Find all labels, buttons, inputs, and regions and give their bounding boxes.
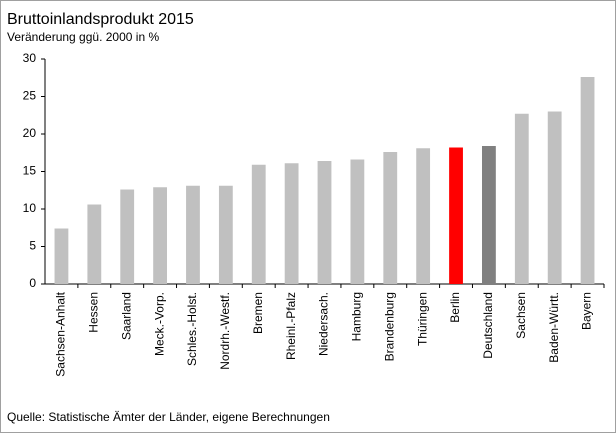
x-tick-label: Rheinl.-Pfalz (284, 292, 298, 360)
y-tick-label: 0 (29, 276, 36, 290)
bar (186, 185, 200, 284)
x-tick-label: Hamburg (350, 292, 364, 341)
y-tick-label: 20 (23, 126, 37, 140)
x-tick-label: Bremen (251, 292, 265, 334)
bar (284, 163, 299, 284)
chart-subtitle: Veränderung ggü. 2000 in % (7, 30, 159, 44)
x-tick-label: Bayern (580, 292, 594, 330)
bar (54, 228, 69, 284)
bar (383, 152, 398, 284)
x-tick-label: Meck.-Vorp. (152, 292, 166, 356)
x-tick-label: Sachsen-Anhalt (54, 291, 68, 376)
y-tick-label: 30 (23, 51, 37, 65)
x-tick-label: Berlin (448, 292, 462, 323)
bar (514, 113, 529, 284)
x-tick-label: Sachsen (514, 292, 528, 339)
x-tick-label: Schles.-Holst. (185, 292, 199, 366)
x-tick-label: Thüringen (415, 292, 429, 346)
source-note: Quelle: Statistische Ämter der Länder, e… (7, 410, 330, 424)
bar (350, 159, 365, 284)
bar (120, 189, 135, 284)
x-tick-label: Nordrh.-Westf. (218, 292, 232, 370)
bar (580, 77, 595, 284)
x-tick-label: Niedersach. (317, 292, 331, 356)
y-tick-label: 5 (29, 239, 36, 253)
bar (317, 161, 332, 284)
x-tick-label: Hessen (86, 292, 100, 333)
bar (218, 185, 233, 284)
bar (482, 146, 496, 284)
x-tick-label: Deutschland (481, 292, 495, 359)
bar (251, 164, 266, 284)
bar (449, 147, 463, 284)
y-tick-label: 25 (23, 89, 37, 103)
bar (153, 187, 167, 284)
chart-title: Bruttoinlandsprodukt 2015 (7, 11, 194, 28)
y-tick-label: 15 (23, 164, 37, 178)
bar (416, 148, 431, 284)
bar (547, 111, 562, 284)
x-tick-label: Saarland (119, 292, 133, 340)
bar (87, 204, 102, 284)
x-tick-label: Brandenburg (382, 292, 396, 361)
y-tick-label: 10 (23, 201, 37, 215)
x-tick-label: Baden-Württ. (547, 292, 561, 363)
